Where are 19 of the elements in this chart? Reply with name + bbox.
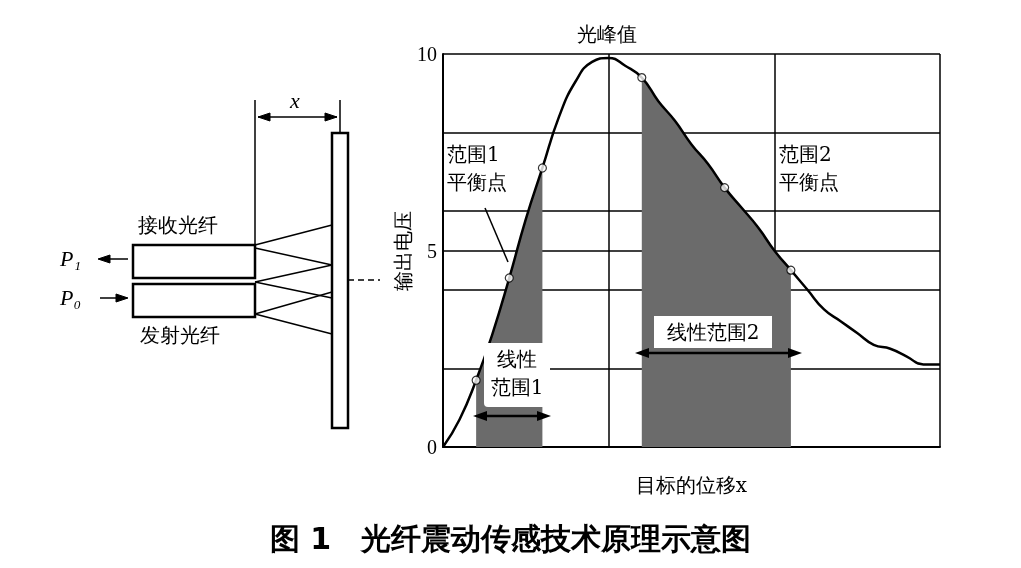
- annotation: 线性: [497, 347, 537, 371]
- annotation: 范围1: [447, 142, 500, 166]
- y-axis-title: 输出电压: [391, 210, 416, 291]
- y-tick-label: 0: [427, 436, 437, 458]
- text: P₀: [59, 285, 82, 310]
- text: 发射光纤: [140, 323, 220, 347]
- y-tick-label: 5: [427, 239, 437, 262]
- text: x: [289, 88, 300, 113]
- text: 接收光纤: [138, 213, 218, 237]
- x-axis-title: 目标的位移x: [635, 473, 748, 497]
- text: P₁: [59, 246, 82, 271]
- annotation: 平衡点: [779, 170, 839, 194]
- text: 光峰值: [577, 22, 637, 46]
- annotation: 范围2: [779, 142, 832, 166]
- y-tick-label: 10: [417, 43, 437, 65]
- annotation: 线性范围2: [666, 320, 760, 344]
- annotation: 平衡点: [447, 170, 507, 194]
- text: 图 1 光纤震动传感技术原理示意图: [269, 520, 752, 556]
- annotation: 范围1: [490, 375, 544, 399]
